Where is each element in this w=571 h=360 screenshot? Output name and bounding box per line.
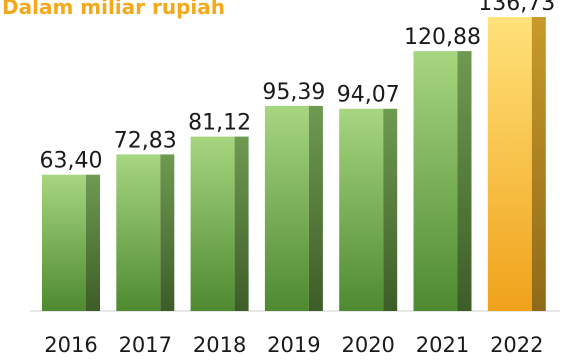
- value-label-2018: 81,12: [188, 111, 251, 136]
- bar-2021: [413, 51, 458, 311]
- x-tick-label-2021: 2021: [416, 333, 469, 357]
- bar-side-2016: [86, 174, 100, 311]
- bar-2016: [42, 174, 86, 311]
- bar-side-2020: [383, 108, 398, 311]
- value-label-2017: 72,83: [114, 128, 177, 153]
- x-tick-label-2019: 2019: [267, 333, 320, 357]
- bar-side-2019: [308, 105, 323, 311]
- x-tick-label-2022: 2022: [490, 333, 543, 357]
- bar-2017: [116, 154, 161, 311]
- bar-2022: [487, 17, 532, 312]
- value-label-2020: 94,07: [337, 83, 400, 108]
- x-tick-label-2018: 2018: [193, 333, 246, 357]
- value-label-2016: 63,40: [40, 149, 103, 174]
- x-tick-label-2016: 2016: [44, 333, 97, 357]
- bar-side-2022: [531, 17, 546, 312]
- bar-2019: [264, 105, 309, 311]
- bar-side-2018: [234, 136, 249, 311]
- bars-group: 63,40 2016 72,83 2017 81,12 2018 95,39 2019 94,0…: [40, 0, 556, 357]
- value-label-2021: 120,88: [404, 25, 481, 50]
- bar-2018: [190, 136, 235, 311]
- bar-side-2017: [160, 154, 175, 311]
- bar-2020: [339, 108, 384, 311]
- value-label-2022: 136,73: [478, 0, 555, 16]
- bar-side-2021: [457, 51, 472, 311]
- value-label-2019: 95,39: [262, 80, 325, 105]
- chart-unit-title: Dalam miliar rupiah: [2, 0, 225, 19]
- x-tick-label-2020: 2020: [341, 333, 394, 357]
- x-tick-label-2017: 2017: [119, 333, 172, 357]
